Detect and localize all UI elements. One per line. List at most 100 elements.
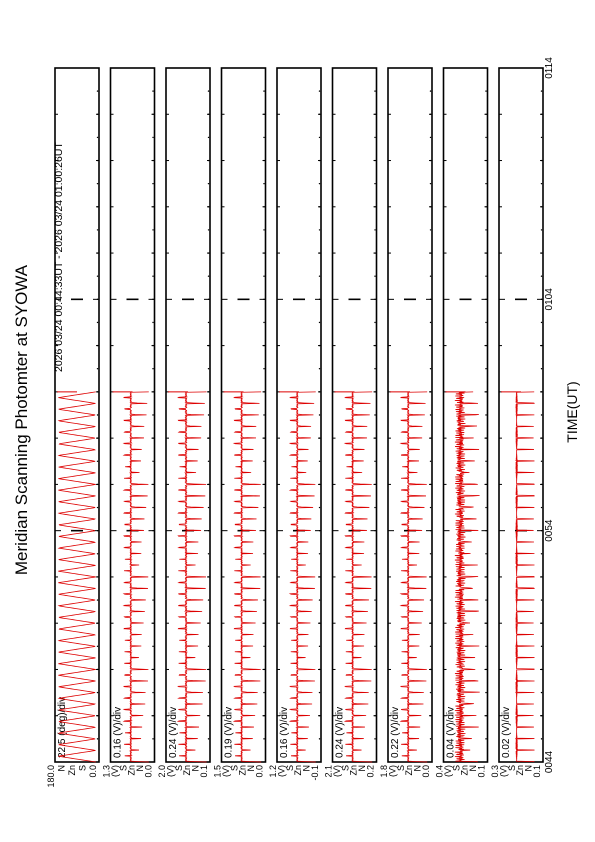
dot-mark — [96, 113, 99, 115]
dot-mark — [318, 738, 321, 740]
dot-mark — [318, 506, 321, 509]
dot-mark — [318, 668, 321, 671]
dot-mark — [429, 90, 432, 92]
dot-mark — [263, 506, 265, 509]
dot-mark — [152, 229, 154, 231]
dot-mark — [540, 599, 543, 601]
dot-mark — [429, 437, 432, 439]
dot-mark — [485, 368, 487, 370]
dot-mark — [485, 182, 487, 185]
dot-mark — [485, 553, 487, 555]
dot-mark — [485, 298, 487, 301]
y-tick-label: 180.0 — [46, 765, 56, 788]
dot-mark — [374, 136, 376, 139]
y-tick-label: (V) — [498, 765, 508, 777]
y-tick-label: (V) — [443, 765, 453, 777]
dot-mark — [263, 159, 265, 162]
dot-mark — [152, 506, 154, 509]
dot-mark — [152, 738, 154, 740]
y-tick-label: 1.2 — [268, 765, 278, 778]
dot-mark — [540, 206, 543, 208]
dot-mark — [263, 182, 265, 185]
y-tick-label: N — [135, 765, 145, 772]
dot-mark — [485, 391, 487, 393]
dot-mark — [207, 506, 210, 509]
y-tick-label: (V) — [332, 765, 342, 777]
dot-mark — [485, 668, 487, 671]
dot-mark — [207, 553, 210, 555]
dot-mark — [96, 738, 99, 740]
dot-mark — [540, 344, 543, 347]
dot-mark — [152, 344, 154, 347]
y-tick-label: 0.0 — [421, 765, 431, 778]
dot-mark — [263, 368, 265, 370]
dot-mark — [263, 668, 265, 671]
panel-scale-label: 0.16 (V)/div — [279, 707, 290, 758]
dot-mark — [485, 529, 487, 532]
y-tick-label: Zn — [293, 765, 303, 776]
dot-mark — [207, 229, 210, 231]
panel-frame — [220, 67, 267, 763]
dot-mark — [263, 113, 265, 115]
dot-mark — [96, 368, 99, 370]
dot-mark — [96, 252, 99, 254]
dot-mark — [429, 553, 432, 555]
dot-mark — [263, 738, 265, 740]
y-tick-label: N — [191, 765, 201, 772]
y-tick-label: 0.3 — [490, 765, 500, 778]
dot-mark — [152, 622, 154, 624]
dot-mark — [152, 321, 154, 324]
dot-mark — [263, 622, 265, 624]
dot-mark — [540, 553, 543, 555]
dot-mark — [207, 344, 210, 347]
dot-mark — [318, 553, 321, 555]
dot-mark — [540, 576, 543, 578]
dot-mark — [207, 90, 210, 92]
y-tick-label: N — [524, 765, 534, 772]
data-trace — [232, 391, 262, 763]
dot-mark — [263, 460, 265, 462]
dot-mark — [485, 691, 487, 694]
dot-mark — [429, 576, 432, 578]
dot-mark — [540, 298, 543, 301]
dot-mark — [429, 159, 432, 162]
dot-mark — [429, 368, 432, 370]
dot-mark — [485, 321, 487, 324]
dot-mark — [374, 645, 376, 648]
y-tick-label: Zn — [182, 765, 192, 776]
data-trace — [176, 391, 207, 763]
dot-mark — [318, 483, 321, 486]
dot-mark — [318, 275, 321, 277]
dot-mark — [429, 506, 432, 509]
dot-mark — [485, 576, 487, 578]
dot-mark — [263, 414, 265, 416]
dot-mark — [96, 321, 99, 324]
dot-mark — [318, 229, 321, 231]
dot-mark — [540, 368, 543, 370]
dot-mark — [152, 414, 154, 416]
dot-mark — [207, 252, 210, 254]
dot-mark — [485, 90, 487, 92]
y-tick-label: Zn — [127, 765, 137, 776]
dot-mark — [96, 344, 99, 347]
dot-mark — [263, 599, 265, 601]
dot-mark — [96, 136, 99, 139]
dot-mark — [96, 206, 99, 208]
dot-mark — [318, 136, 321, 139]
dot-mark — [429, 715, 432, 717]
time-tick-label: 0104 — [544, 288, 555, 311]
dot-mark — [152, 391, 154, 393]
dot-mark — [540, 483, 543, 486]
dot-mark — [540, 414, 543, 416]
dot-mark — [485, 113, 487, 115]
dot-mark — [263, 298, 265, 301]
y-tick-label: (V) — [165, 765, 175, 777]
dot-mark — [485, 136, 487, 139]
dot-mark — [318, 437, 321, 439]
dot-mark — [207, 715, 210, 717]
y-tick-label: S — [340, 765, 350, 771]
panel-scale-label: 0.24 (V)/div — [168, 707, 179, 758]
dot-mark — [485, 229, 487, 231]
